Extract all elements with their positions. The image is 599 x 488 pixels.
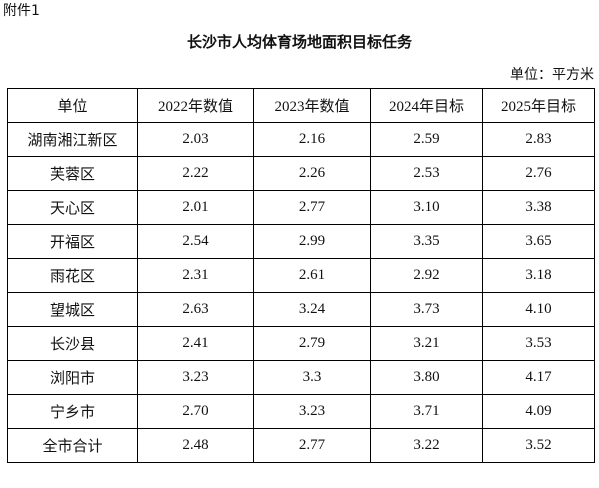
table-body: 湖南湘江新区 2.03 2.16 2.59 2.83 芙蓉区 2.22 2.26 2.53 2.7… <box>7 122 595 463</box>
cell-region: 全市合计 <box>7 428 138 463</box>
cell-region: 湖南湘江新区 <box>7 122 138 157</box>
cell-2024-target: 3.73 <box>370 292 483 327</box>
cell-2025-target: 4.10 <box>482 292 595 327</box>
cell-2025-target: 3.52 <box>482 428 595 463</box>
cell-2025-target: 4.17 <box>482 360 595 395</box>
cell-2022-value: 2.63 <box>137 292 254 327</box>
cell-region: 天心区 <box>7 190 138 225</box>
target-table: 单位 2022年数值 2023年数值 2024年目标 2025年目标 湖南湘江新… <box>7 88 595 463</box>
cell-2024-target: 3.71 <box>370 394 483 429</box>
cell-2023-value: 2.61 <box>253 258 371 293</box>
cell-region: 长沙县 <box>7 326 138 361</box>
cell-2023-value: 3.24 <box>253 292 371 327</box>
table-row: 开福区 2.54 2.99 3.35 3.65 <box>7 224 595 259</box>
document-title: 长沙市人均体育场地面积目标任务 <box>186 33 412 51</box>
cell-2022-value: 2.03 <box>137 122 254 157</box>
cell-2023-value: 3.23 <box>253 394 371 429</box>
table-row: 望城区 2.63 3.24 3.73 4.10 <box>7 292 595 327</box>
cell-2025-target: 3.53 <box>482 326 595 361</box>
cell-2025-target: 3.65 <box>482 224 595 259</box>
cell-2022-value: 2.01 <box>137 190 254 225</box>
cell-2023-value: 2.99 <box>253 224 371 259</box>
cell-2023-value: 2.77 <box>253 190 371 225</box>
header-2023-value: 2023年数值 <box>253 88 371 123</box>
cell-region: 宁乡市 <box>7 394 138 429</box>
cell-2022-value: 2.48 <box>137 428 254 463</box>
cell-region: 芙蓉区 <box>7 156 138 191</box>
table-row: 宁乡市 2.70 3.23 3.71 4.09 <box>7 394 595 429</box>
cell-2024-target: 2.59 <box>370 122 483 157</box>
cell-region: 望城区 <box>7 292 138 327</box>
table-row: 浏阳市 3.23 3.3 3.80 4.17 <box>7 360 595 395</box>
cell-2024-target: 3.10 <box>370 190 483 225</box>
cell-2023-value: 2.16 <box>253 122 371 157</box>
cell-2022-value: 3.23 <box>137 360 254 395</box>
cell-2022-value: 2.54 <box>137 224 254 259</box>
cell-2025-target: 3.18 <box>482 258 595 293</box>
cell-region: 浏阳市 <box>7 360 138 395</box>
header-2025-target: 2025年目标 <box>482 88 595 123</box>
table-row: 雨花区 2.31 2.61 2.92 3.18 <box>7 258 595 293</box>
cell-2024-target: 3.80 <box>370 360 483 395</box>
cell-2023-value: 2.26 <box>253 156 371 191</box>
cell-2025-target: 2.83 <box>482 122 595 157</box>
cell-region: 开福区 <box>7 224 138 259</box>
cell-2022-value: 2.41 <box>137 326 254 361</box>
cell-2025-target: 4.09 <box>482 394 595 429</box>
cell-2024-target: 3.22 <box>370 428 483 463</box>
cell-2022-value: 2.31 <box>137 258 254 293</box>
header-2022-value: 2022年数值 <box>137 88 254 123</box>
header-region: 单位 <box>7 88 138 123</box>
cell-2024-target: 3.35 <box>370 224 483 259</box>
cell-2023-value: 3.3 <box>253 360 371 395</box>
cell-2023-value: 2.77 <box>253 428 371 463</box>
cell-2023-value: 2.79 <box>253 326 371 361</box>
cell-2022-value: 2.22 <box>137 156 254 191</box>
unit-label: 单位：平方米 <box>510 67 594 83</box>
table-row: 全市合计 2.48 2.77 3.22 3.52 <box>7 428 595 463</box>
cell-2024-target: 3.21 <box>370 326 483 361</box>
cell-2022-value: 2.70 <box>137 394 254 429</box>
attachment-label: 附件1 <box>3 3 40 19</box>
cell-2024-target: 2.53 <box>370 156 483 191</box>
cell-region: 雨花区 <box>7 258 138 293</box>
header-2024-target: 2024年目标 <box>370 88 483 123</box>
table-row: 长沙县 2.41 2.79 3.21 3.53 <box>7 326 595 361</box>
cell-2025-target: 2.76 <box>482 156 595 191</box>
table-row: 湖南湘江新区 2.03 2.16 2.59 2.83 <box>7 122 595 157</box>
table-header-row: 单位 2022年数值 2023年数值 2024年目标 2025年目标 <box>7 88 595 123</box>
table-row: 芙蓉区 2.22 2.26 2.53 2.76 <box>7 156 595 191</box>
cell-2024-target: 2.92 <box>370 258 483 293</box>
table-row: 天心区 2.01 2.77 3.10 3.38 <box>7 190 595 225</box>
cell-2025-target: 3.38 <box>482 190 595 225</box>
